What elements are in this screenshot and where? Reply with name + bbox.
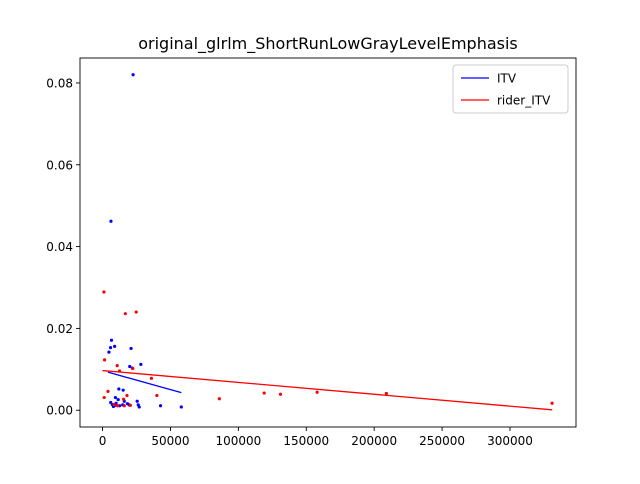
data-point-rider-itv-5 <box>131 366 135 371</box>
data-point-rider-itv-12 <box>125 393 129 398</box>
plot-area <box>80 58 576 427</box>
data-point-rider-itv-18 <box>550 401 554 405</box>
legend: ITV rider_ITV <box>452 64 569 114</box>
legend-box <box>452 64 569 114</box>
data-point-rider-itv-15 <box>278 392 283 396</box>
legend-label-itv: ITV <box>497 72 517 86</box>
data-point-itv-10 <box>117 387 121 391</box>
y-tick-label: 0.00 <box>46 404 73 418</box>
data-point-rider-itv-20 <box>128 403 132 407</box>
x-tick-label: 300000 <box>487 434 533 448</box>
data-point-itv-1 <box>109 219 113 223</box>
y-tick-label: 0.06 <box>46 158 73 172</box>
y-tick-label: 0.08 <box>46 76 73 90</box>
data-point-rider-itv-10 <box>102 395 106 400</box>
trend-line-rider-itv <box>102 369 553 411</box>
data-point-itv-11 <box>121 388 125 392</box>
data-point-rider-itv-11 <box>122 397 126 401</box>
data-point-rider-itv-1 <box>134 310 138 314</box>
data-point-itv-3 <box>108 346 113 350</box>
data-point-itv-26 <box>179 405 183 409</box>
data-point-rider-itv-22 <box>122 404 126 408</box>
y-tick-label: 0.04 <box>46 240 73 254</box>
trend-line-itv <box>107 371 182 394</box>
data-point-rider-itv-19 <box>115 404 120 408</box>
data-point-itv-25 <box>158 404 163 408</box>
data-point-itv-0 <box>131 73 135 77</box>
data-point-itv-16 <box>135 399 139 403</box>
data-point-itv-5 <box>107 350 111 354</box>
legend-label-rider-itv: rider_ITV <box>497 94 551 108</box>
data-point-rider-itv-8 <box>106 389 110 394</box>
data-point-rider-itv-17 <box>384 391 388 396</box>
data-point-itv-24 <box>137 405 141 409</box>
marks-layer <box>102 73 554 411</box>
axes-frame <box>79 57 577 428</box>
data-point-rider-itv-14 <box>262 391 266 395</box>
data-point-itv-2 <box>109 338 114 342</box>
data-point-itv-13 <box>116 397 120 402</box>
data-point-rider-itv-7 <box>149 376 154 380</box>
data-point-rider-itv-3 <box>102 358 107 362</box>
data-point-itv-8 <box>128 364 132 369</box>
chart-title: original_glrlm_ShortRunLowGrayLevelEmpha… <box>138 34 518 53</box>
data-point-itv-12 <box>113 395 118 400</box>
data-point-rider-itv-16 <box>315 390 319 394</box>
data-point-itv-7 <box>139 362 143 367</box>
x-tick-label: 100000 <box>215 434 261 448</box>
data-point-rider-itv-4 <box>115 364 119 368</box>
x-tick-label: 200000 <box>351 434 397 448</box>
x-tick-label: 150000 <box>283 434 329 448</box>
data-point-rider-itv-0 <box>102 290 106 294</box>
data-point-rider-itv-9 <box>155 393 159 398</box>
data-point-rider-itv-2 <box>123 312 127 316</box>
data-point-rider-itv-13 <box>217 397 221 401</box>
x-tick-label: 250000 <box>419 434 465 448</box>
x-tick-label: 0 <box>99 434 107 448</box>
y-tick-label: 0.02 <box>46 322 73 336</box>
data-point-itv-6 <box>129 346 133 351</box>
data-point-rider-itv-21 <box>112 402 116 407</box>
axes-layer: 0 50000 100000 150000 200000 250000 300000 0.00… <box>46 57 577 448</box>
x-tick-label: 50000 <box>151 434 189 448</box>
data-point-itv-4 <box>113 344 117 349</box>
